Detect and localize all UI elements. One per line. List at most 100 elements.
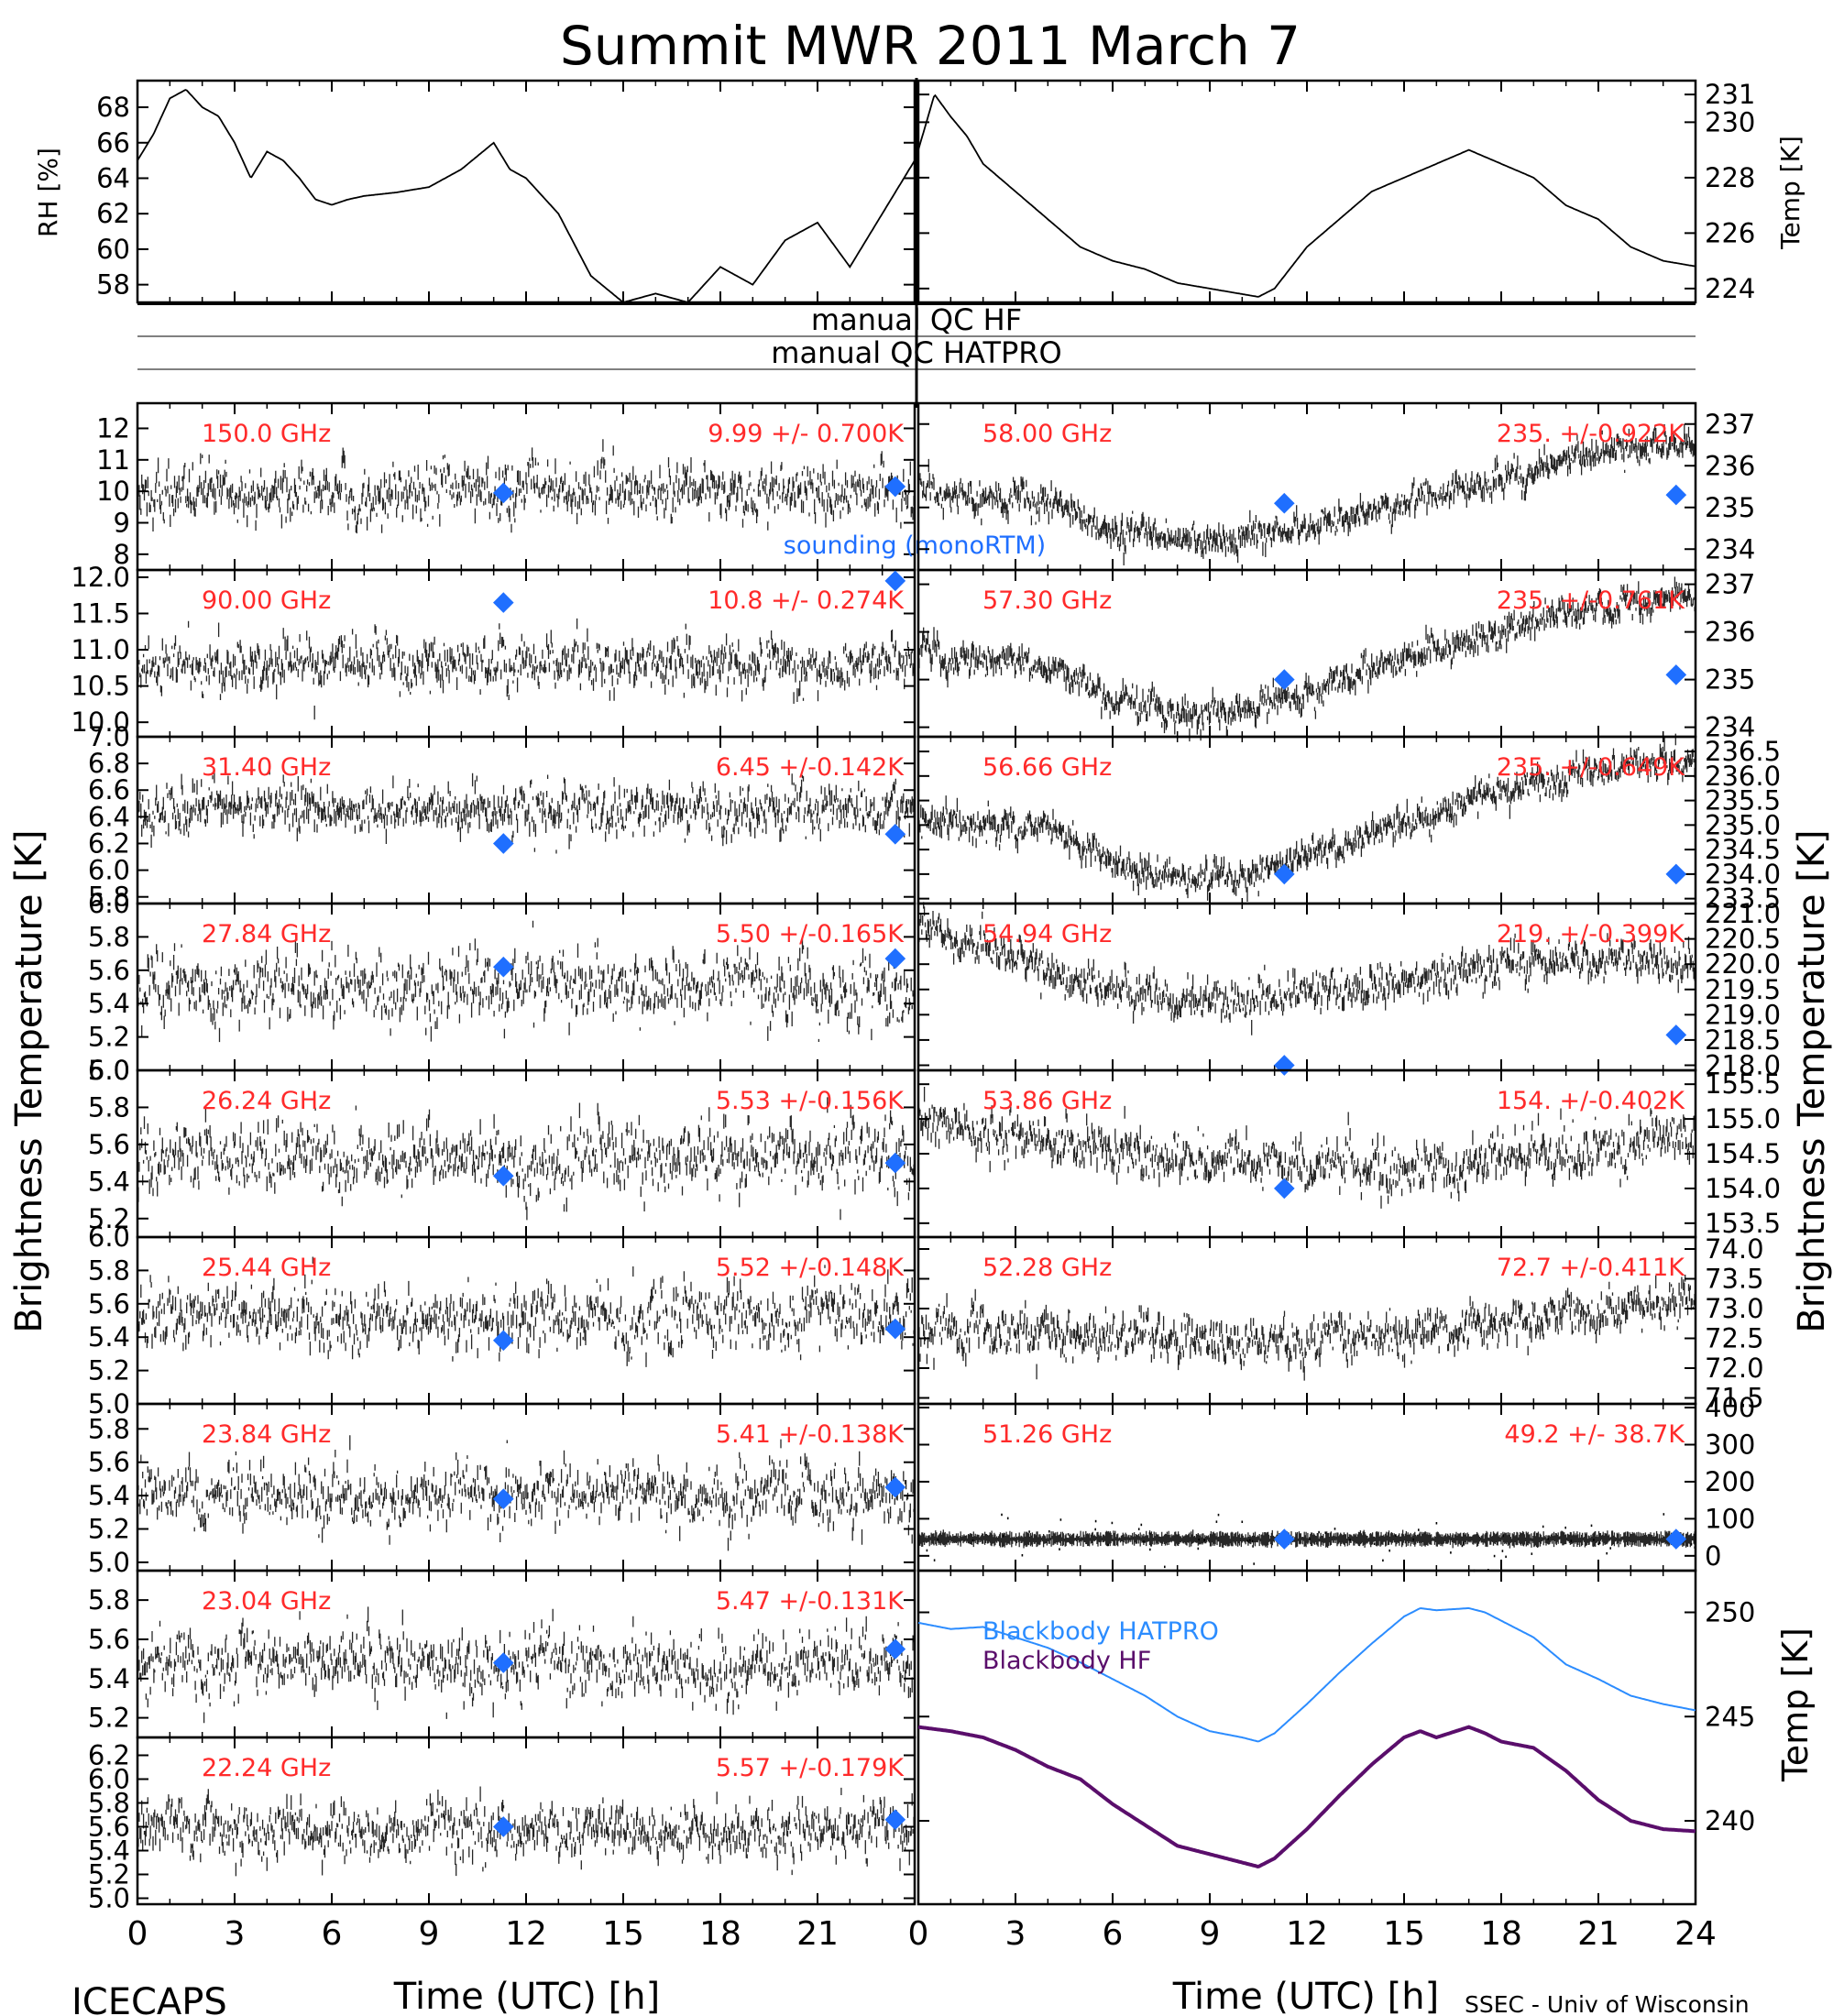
panel-ch5126-outlier (1598, 1541, 1601, 1545)
panel-ch150-sounding-point (884, 476, 906, 498)
panel-ch5126-outlier (1418, 1528, 1420, 1531)
panel-ch2224-ytick-label: 5.8 (88, 1788, 130, 1819)
panel-ch5730: 234 235 236 237 57.30 GHz 235. +/-0.761K (916, 569, 1755, 743)
panel-ch2624-ytick-label: 5.8 (88, 1091, 130, 1123)
panel-ch5494-trace (917, 902, 1696, 1035)
panel-ch3140-sounding-point (492, 833, 514, 854)
panel-ch5126-outlier (933, 1559, 936, 1561)
panel-ch5126-outlier (1059, 1518, 1062, 1521)
panel-ch5666-ytick-label: 236.5 (1705, 736, 1781, 767)
rh-axis-label: RH [%] (33, 148, 63, 237)
panel-ch5800-sounding-point (1273, 492, 1295, 514)
panel-ch2224-sounding-point (884, 1809, 906, 1831)
panel-ch5386-freq-label: 53.86 GHz (982, 1087, 1112, 1115)
panel-ch5126-outlier (1501, 1550, 1504, 1552)
panel-ch5494-ytick-label: 218.0 (1705, 1049, 1781, 1080)
panel-ch2624-freq-label: 26.24 GHz (202, 1087, 331, 1115)
panel-ch2224-stat-label: 5.57 +/-0.179K (716, 1754, 905, 1782)
panel-ch5386-stat-label: 154. +/-0.402K (1497, 1087, 1685, 1115)
panel-ch90-sounding-point (492, 592, 514, 613)
panel-ch5386-ytick-label: 155.0 (1705, 1103, 1781, 1134)
panel-ch5126-outlier (1324, 1531, 1326, 1534)
panel-ch5126-outlier (1002, 1535, 1004, 1538)
panel-ch5126-outlier (1028, 1530, 1030, 1533)
panel-ch5386-ytick-label: 153.5 (1705, 1208, 1781, 1239)
x-tick-label-right: 12 (1286, 1915, 1328, 1953)
panel-blackbody-ytick-label: 240 (1705, 1805, 1755, 1836)
panel-ch5126-sounding-point (1665, 1528, 1687, 1550)
panel-ch5126-outlier (1461, 1544, 1464, 1548)
panel-ch2304-sounding-point (492, 1652, 514, 1673)
panel-ch2544: 5.05.25.45.65.86.0 25.44 GHz 5.52 +/-0.148… (88, 1222, 916, 1419)
panel-ch5126-freq-label: 51.26 GHz (982, 1420, 1112, 1449)
panel-ch5126-outlier (937, 1539, 939, 1541)
x-tick-label-right: 18 (1480, 1915, 1522, 1953)
panel-ch5126-outlier (1197, 1547, 1200, 1550)
panel-ch90-ytick-label: 11.5 (71, 597, 130, 629)
panel-ch2784-ytick-label: 5.8 (88, 921, 130, 952)
panel-ch5126: 0 100 200 300 400 51.26 GHz 49.2 +/- 38.7K (916, 1392, 1755, 1572)
panel-ch5126-outlier (1334, 1528, 1336, 1530)
air-temp-line (917, 93, 1696, 298)
panel-ch2784: 5.05.25.45.65.86.027.84 GHz 5.50 +/-0.165… (88, 888, 916, 1086)
panel-ch5126-outlier (1249, 1539, 1251, 1541)
panel-rh-ytick-label: 58 (96, 269, 130, 301)
panel-air-temp-frame (916, 79, 1697, 304)
panel-ch2304-ytick-label: 5.4 (88, 1663, 130, 1694)
panel-ch5126-outlier (1111, 1521, 1114, 1525)
panel-ch2224-ytick-label: 6.2 (88, 1740, 130, 1771)
panel-ch5126-outlier (1542, 1525, 1544, 1528)
panel-ch90-ytick-label: 11.0 (71, 634, 130, 665)
panel-ch5228-ytick-label: 72.5 (1705, 1323, 1764, 1354)
panel-ch5126-ytick-label: 0 (1705, 1540, 1721, 1572)
panel-ch5666-ytick-label: 236.0 (1705, 761, 1781, 792)
panel-ch2544-ytick-label: 6.0 (88, 1222, 130, 1253)
panel-ch2224-freq-label: 22.24 GHz (202, 1754, 331, 1782)
panel-ch5730-trace (917, 576, 1696, 742)
panel-ch5126-outlier (1198, 1538, 1200, 1541)
panel-ch2224-ytick-label: 5.2 (88, 1859, 130, 1890)
panel-ch2544-sounding-point (492, 1330, 514, 1352)
x-tick-label-right: 24 (1674, 1915, 1717, 1953)
panel-ch5800-ytick-label: 237 (1705, 409, 1755, 440)
panel-rh-frame (136, 79, 916, 304)
panel-ch5126-outlier (1241, 1520, 1244, 1523)
panel-ch5126-outlier (1609, 1547, 1611, 1550)
panel-ch150-ytick-label: 10 (96, 476, 130, 507)
panel-ch5126-outlier (926, 1549, 928, 1552)
panel-ch3140: 5.86.06.26.46.66.87.0 31.40 GHz 6.45 +/-0.… (88, 721, 916, 913)
panel-ch5730-sounding-point (1665, 664, 1687, 685)
blackbody-legend-0: Blackbody HATPRO (982, 1617, 1219, 1646)
panel-ch5126-outlier (1606, 1551, 1608, 1555)
panel-ch5126-outlier (1164, 1565, 1166, 1569)
panel-ch5126-outlier (1505, 1555, 1507, 1559)
panel-ch5126-outlier (1373, 1542, 1376, 1545)
panel-ch5126-outlier (1412, 1538, 1414, 1541)
panel-ch5386-ytick-label: 154.0 (1705, 1173, 1781, 1204)
panel-ch3140-ytick-label: 6.2 (88, 827, 130, 859)
panel-ch90: 10.0 10.5 11.0 11.5 12.0 90.00 GHz 10.8 +/- 0.… (71, 562, 916, 739)
panel-ch5800-trace (917, 424, 1696, 565)
panel-ch2624: 5.2 5.4 5.6 5.8 6.0 26.24 GHz 5.53 +/-0.156K (88, 1055, 916, 1239)
panel-ch5126-outlier (1246, 1539, 1249, 1542)
panel-ch2304-stat-label: 5.47 +/-0.131K (716, 1587, 905, 1616)
panel-air-temp-ytick-label: 228 (1705, 162, 1755, 193)
panel-rh-ytick-label: 64 (96, 162, 130, 193)
panel-ch2304-freq-label: 23.04 GHz (202, 1587, 331, 1616)
panel-ch2544-ytick-label: 5.6 (88, 1288, 130, 1320)
panel-ch2624-ytick-label: 5.6 (88, 1129, 130, 1160)
panel-ch2784-ytick-label: 5.6 (88, 955, 130, 986)
x-tick-label-right: 0 (908, 1915, 929, 1953)
panel-ch5228-stat-label: 72.7 +/-0.411K (1497, 1254, 1685, 1282)
panel-air-temp-ytick-label: 226 (1705, 217, 1755, 248)
panel-ch2224-ytick-label: 5.4 (88, 1835, 130, 1867)
panel-ch5800-stat-label: 235. +/-0.922K (1497, 420, 1685, 448)
blackbody-series-1 (917, 1725, 1696, 1868)
panel-ch5126-sounding-point (1273, 1528, 1295, 1550)
panel-ch5126-outlier (1382, 1559, 1384, 1562)
panel-ch5228-freq-label: 52.28 GHz (982, 1254, 1112, 1282)
